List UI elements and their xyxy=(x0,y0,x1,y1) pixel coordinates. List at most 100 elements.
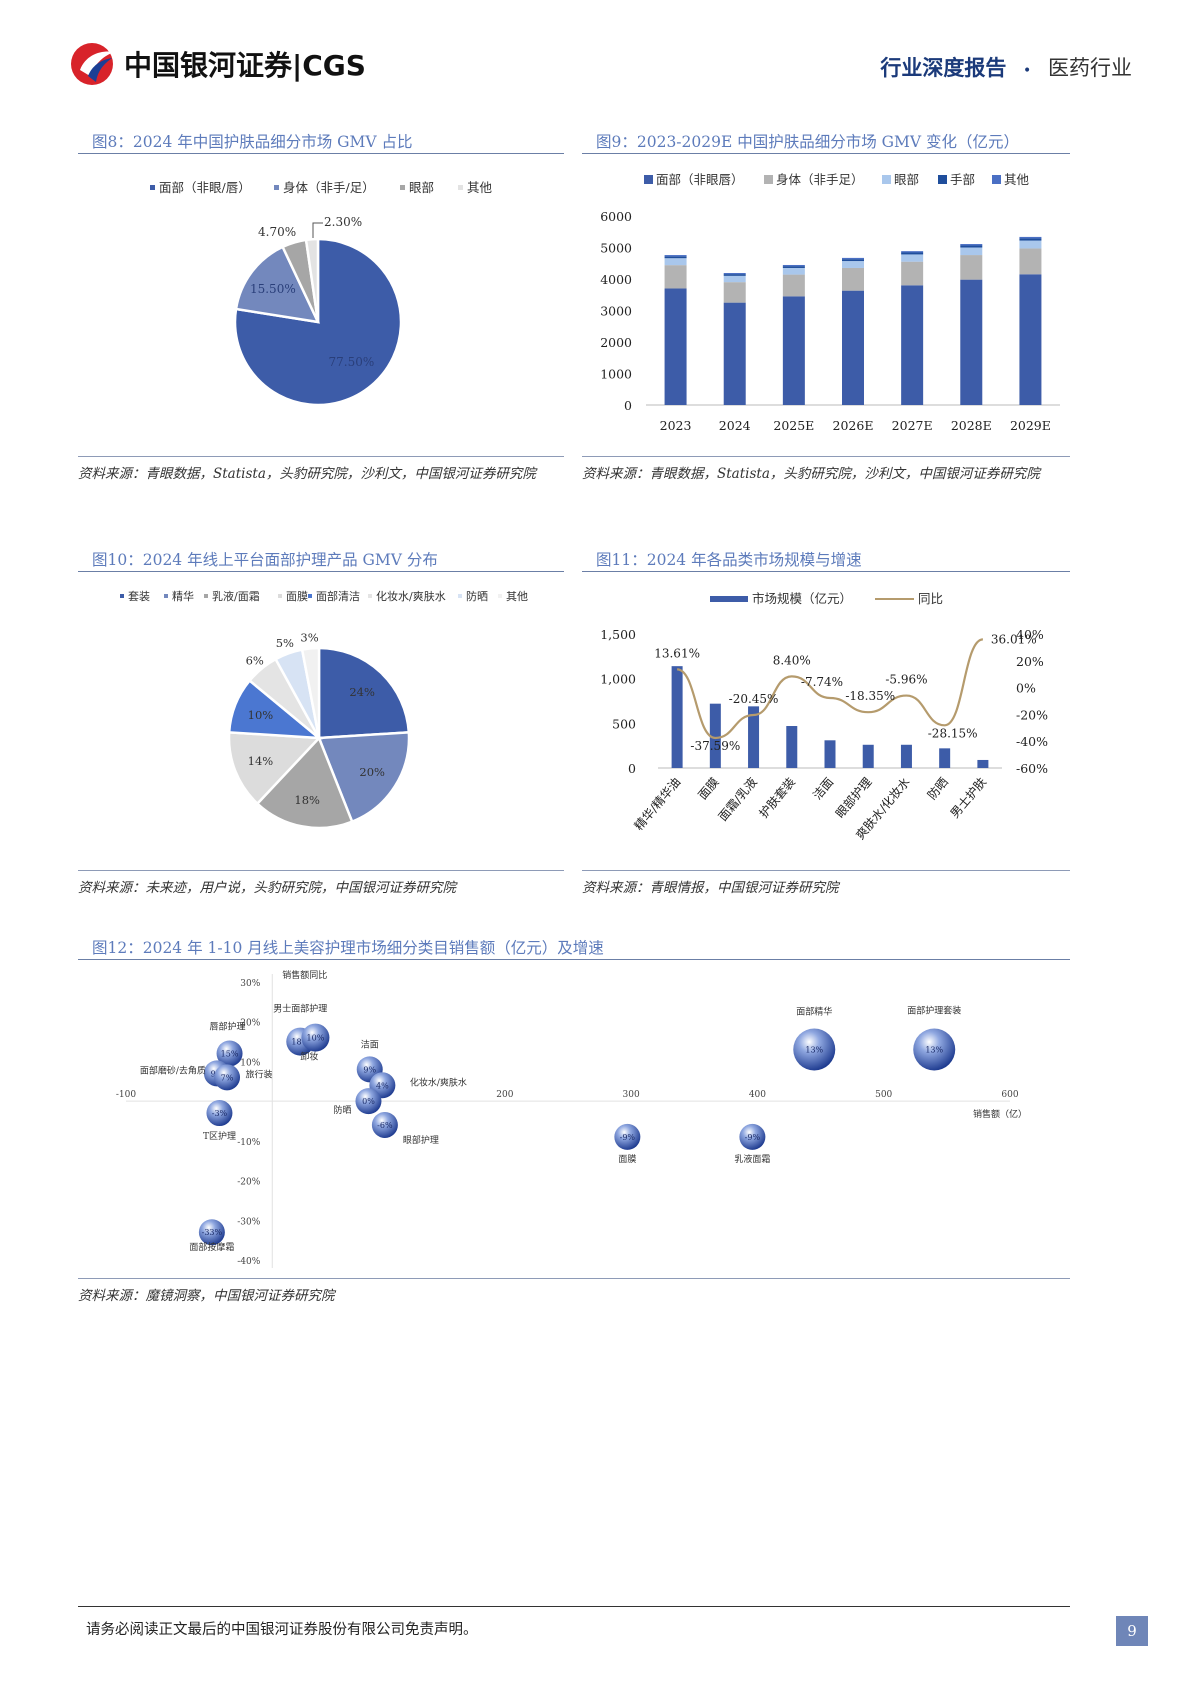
fig11-bar-4 xyxy=(824,740,836,768)
fig9-bar-5-3 xyxy=(960,245,983,248)
fig12-xtick-0: -100 xyxy=(116,1090,136,1100)
fig8-source: 资料来源：青眼数据，Statista，头豹研究院，沙利文，中国银河证券研究院 xyxy=(78,466,536,482)
brand-name: 中国银河证券|CGS xyxy=(124,49,366,82)
fig8-title: 图8：2024 年中国护肤品细分市场 GMV 占比 xyxy=(92,133,413,151)
fig9-legend-swatch-1 xyxy=(764,175,773,184)
page-number: 9 xyxy=(1116,1616,1148,1646)
report-header: 行业深度报告 • 医药行业 xyxy=(880,52,1132,82)
fig10-slice-1 xyxy=(317,731,411,824)
fig12-bubble-label-10: -9% xyxy=(620,1133,636,1142)
fig12-xtick-2: 200 xyxy=(496,1090,513,1100)
fig12-point-name-11: 乳液面霜 xyxy=(734,1153,770,1165)
fig10-legend-label-4: 面部清洁 xyxy=(316,589,360,603)
fig8-legend-swatch-0 xyxy=(150,185,155,190)
fig12-point-name-13: 面部护理套装 xyxy=(907,1005,961,1017)
fig10-legend-label-5: 化妆水/爽肤水 xyxy=(376,589,446,603)
fig10-bottom-rule xyxy=(78,870,564,871)
fig12-bottom-rule xyxy=(78,1278,1070,1279)
fig11-line-label-6: -5.96% xyxy=(885,673,927,687)
fig9-bar-0-3 xyxy=(664,256,687,259)
fig12-bubble-13 xyxy=(913,1028,956,1071)
fig9-legend-swatch-2 xyxy=(882,175,891,184)
fig9-bar-1-3 xyxy=(723,274,746,276)
fig9-ytick-2: 4000 xyxy=(600,272,632,287)
fig9-legend-label-2: 眼部 xyxy=(894,172,919,187)
fig9-legend-label-3: 手部 xyxy=(950,172,975,187)
fig10-legend-swatch-5 xyxy=(368,594,372,598)
fig10-slice-3 xyxy=(227,731,322,806)
fig11-bar-2 xyxy=(748,706,760,768)
fig12-ytick-2: 10% xyxy=(240,1058,260,1068)
fig11-line-label-7: -28.15% xyxy=(928,726,978,740)
fig11-xtick-7: 防晒 xyxy=(924,774,951,802)
fig11-line-label-8: 36.01% xyxy=(991,632,1037,646)
fig11-xtick-1: 面膜 xyxy=(695,775,721,802)
fig8-pie: 77.50% 15.50% 4.70% 2.30% xyxy=(233,215,403,407)
fig12-bubble-label-7: 0% xyxy=(362,1097,375,1106)
fig10-legend-swatch-1 xyxy=(164,594,168,598)
fig9-bar-1-1 xyxy=(723,282,746,303)
fig12-bubble-label-14: -33% xyxy=(202,1228,223,1237)
fig11-xtick-4: 洁面 xyxy=(810,775,836,802)
fig9-bar-1-2 xyxy=(723,275,746,283)
fig12-xtick-3: 300 xyxy=(623,1090,640,1100)
fig12-bubble-label-2: 15% xyxy=(221,1049,239,1058)
fig12-point-name-10: 面膜 xyxy=(618,1154,636,1165)
fig10-pie: 24% 20% 18% 14% 10% 6% 5% 3% xyxy=(227,631,411,830)
fig9-bar-6-3 xyxy=(1019,238,1042,241)
fig9-legend-swatch-0 xyxy=(644,175,653,184)
fig9-bar-5-4 xyxy=(960,244,983,246)
fig11-ytick-left-1: 1,000 xyxy=(600,672,636,687)
fig12-point-name-8: 眼部护理 xyxy=(403,1134,439,1146)
fig8-legend-swatch-2 xyxy=(400,185,405,190)
fig11-bottom-rule xyxy=(582,870,1070,871)
fig12-point-name-9: T区护理 xyxy=(203,1130,236,1142)
fig8-data-label-3: 2.30% xyxy=(324,215,362,229)
fig8-legend-swatch-3 xyxy=(458,185,463,190)
fig10-title: 图10：2024 年线上平台面部护理产品 GMV 分布 xyxy=(92,551,438,569)
fig12-bubble-8 xyxy=(371,1111,398,1138)
fig9-chart: 面部（非眼唇） 身体（非手足） 眼部 手部 其他 6000 5000 4000 3000 200… xyxy=(600,172,1060,433)
fig9-top-rule xyxy=(582,153,1070,154)
fig9-bar-6-4 xyxy=(1019,236,1042,239)
fig11-bar-8 xyxy=(977,759,989,768)
fig8-slice-1 xyxy=(234,245,321,324)
fig11-line-label-0: 13.61% xyxy=(654,646,700,660)
fig12-xtick-4: 400 xyxy=(749,1090,766,1100)
fig9-title: 图9：2023-2029E 中国护肤品细分市场 GMV 变化（亿元） xyxy=(596,133,1020,151)
fig12-bubble-label-0: 18% xyxy=(291,1038,309,1047)
fig10-legend-swatch-6 xyxy=(458,594,462,598)
fig9-bar-0-0 xyxy=(664,288,687,405)
fig9-xtick-5: 2028E xyxy=(951,418,992,433)
fig9-bar-1-0 xyxy=(723,302,746,405)
fig9-ytick-3: 3000 xyxy=(600,304,632,319)
fig10-data-label-0: 24% xyxy=(349,685,375,699)
fig12-point-name-14: 面部按摩霜 xyxy=(189,1241,234,1253)
fig11-ytick-right-3: -20% xyxy=(1016,707,1048,722)
fig12-bubble-2 xyxy=(216,1040,243,1067)
fig12-bubble-10 xyxy=(614,1123,641,1150)
fig9-bar-4-4 xyxy=(901,251,924,253)
fig9-bar-2-2 xyxy=(782,267,805,275)
fig8-legend: 面部（非眼/唇） 身体（非手/足） 眼部 其他 xyxy=(150,180,493,195)
fig10-slice-7 xyxy=(300,646,321,739)
fig10-legend-swatch-4 xyxy=(308,594,312,598)
fig12-points: 18%男士面部护理10%卸妆15%唇部护理9%面部磨砂/去角质7%旅行装9%洁面… xyxy=(140,1003,961,1254)
fig12-bubble-1 xyxy=(301,1023,330,1052)
fig11-legend: 市场规模（亿元） 同比 xyxy=(710,591,943,606)
fig11-bar-3 xyxy=(786,726,798,768)
fig12-source: 资料来源：魔镜洞察，中国银河证券研究院 xyxy=(78,1288,335,1304)
fig10-data-label-1: 20% xyxy=(359,765,385,779)
fig12-chart: -10010020030040050060030%20%10%-10%-20%-… xyxy=(116,969,1027,1268)
fig9-bar-6-1 xyxy=(1019,248,1042,275)
fig11-line-label-5: -18.35% xyxy=(845,689,895,703)
fig10-legend-swatch-2 xyxy=(204,594,208,598)
fig11-bar-7 xyxy=(939,748,951,768)
fig12-ylabel: 销售额同比 xyxy=(282,969,327,981)
logo-emblem-icon xyxy=(71,43,114,85)
fig10-legend-label-3: 面膜 xyxy=(286,590,308,603)
fig11-line-label-4: -7.74% xyxy=(801,675,843,689)
fig9-legend-swatch-4 xyxy=(992,175,1001,184)
fig9-bars xyxy=(664,236,1042,405)
fig10-chart: 套装 精华 乳液/面霜 面膜 面部清洁 化妆水/爽肤水 防晒 其他 24% 20% 18% 14% 1… xyxy=(120,589,528,830)
